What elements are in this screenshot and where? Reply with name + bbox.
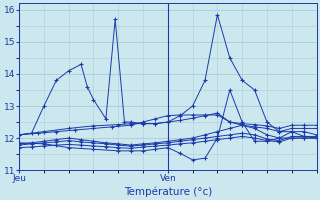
X-axis label: Température (°c): Température (°c) [124, 186, 212, 197]
